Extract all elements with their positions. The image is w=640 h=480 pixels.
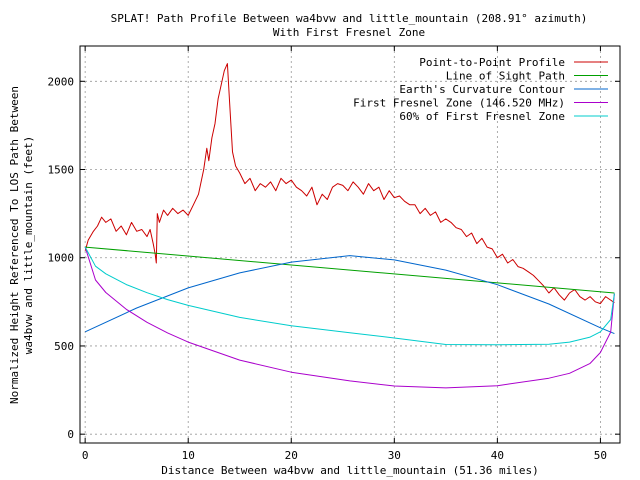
legend-label: Earth's Curvature Contour (399, 83, 565, 96)
x-axis-label: Distance Between wa4bvw and little_mount… (161, 464, 539, 477)
grid-lines (80, 46, 620, 443)
legend-label: 60% of First Fresnel Zone (399, 110, 565, 123)
legend-label: First Fresnel Zone (146.520 MHz) (353, 97, 565, 110)
chart-subtitle: With First Fresnel Zone (273, 26, 425, 39)
x-tick-label: 30 (388, 449, 401, 462)
x-tick-label: 0 (82, 449, 89, 462)
profile-line (84, 63, 615, 305)
fresnel-60-line (84, 246, 615, 346)
y-axis-label-line1: Normalized Height Referenced To LOS Path… (8, 86, 21, 404)
x-tick-label: 40 (491, 449, 504, 462)
y-tick-label: 500 (54, 340, 74, 353)
earth-curvature-line (84, 255, 615, 335)
legend-label: Point-to-Point Profile (419, 56, 565, 69)
y-tick-label: 0 (67, 428, 74, 441)
x-tick-label: 50 (594, 449, 607, 462)
y-axis-label-line2: wa4bvw and little_mountain (feet) (22, 136, 35, 355)
y-tick-label: 1500 (48, 164, 75, 177)
series-group (84, 63, 615, 389)
legend-label: Line of Sight Path (446, 70, 565, 83)
line-of-sight-line (85, 246, 615, 294)
fresnel-zone-line (84, 246, 615, 389)
plot-frame (79, 45, 621, 444)
x-tick-label: 20 (285, 449, 298, 462)
y-tick-label: 2000 (48, 75, 75, 88)
x-tick-label: 10 (182, 449, 195, 462)
chart-title: SPLAT! Path Profile Between wa4bvw and l… (111, 12, 588, 25)
y-tick-label: 1000 (48, 252, 75, 265)
